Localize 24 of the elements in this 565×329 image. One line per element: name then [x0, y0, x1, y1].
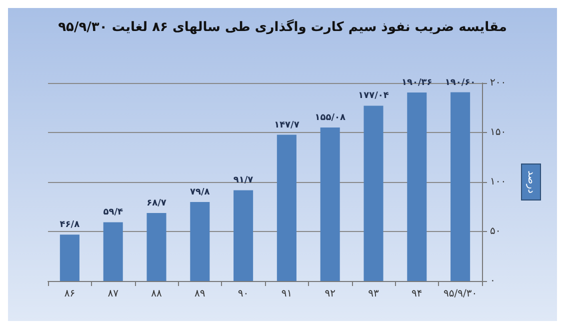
- x-tick-label: ۸۶: [64, 288, 76, 300]
- y-tick-label: ۲۰۰: [490, 78, 506, 88]
- x-tick-label: ۹۳: [368, 288, 380, 300]
- chart-title: مقایسه ضریب نفوذ سیم کارت واگذاری طی سالهای ۸۶ لغایت ۹۵/۹/۳۰: [58, 19, 507, 35]
- data-label: ۶۸/۷: [146, 198, 167, 208]
- y-tick-label: ۱۰۰: [490, 176, 506, 188]
- data-label: ۷۹/۸: [190, 188, 210, 198]
- y-tick-label: ۵۰: [490, 226, 501, 237]
- x-tick-label: ۹۴: [412, 288, 422, 300]
- y-axis-title: درصد: [526, 170, 536, 194]
- data-label: ۱۵۵/۰۸: [314, 112, 346, 123]
- data-label: ۵۹/۴: [103, 208, 124, 218]
- data-label: ۱۷۷/۰۴: [358, 91, 390, 102]
- x-tick-label: ۸۸: [151, 288, 162, 300]
- x-tick-label: ۹۲: [324, 288, 336, 300]
- y-tick-label: ۱۵۰: [490, 127, 506, 138]
- x-tick-label: ۸۹: [194, 288, 206, 300]
- x-tick-label: ۹۵/۹/۳۰: [444, 288, 478, 300]
- x-tick-label: ۹۱: [281, 288, 292, 300]
- data-label: ۱۴۷/۷: [274, 120, 300, 130]
- y-tick-label: ۰: [490, 276, 496, 286]
- x-tick-label: ۹۰: [238, 288, 249, 300]
- data-label: ۴۶/۸: [60, 220, 80, 230]
- x-tick-label: ۸۷: [108, 288, 120, 300]
